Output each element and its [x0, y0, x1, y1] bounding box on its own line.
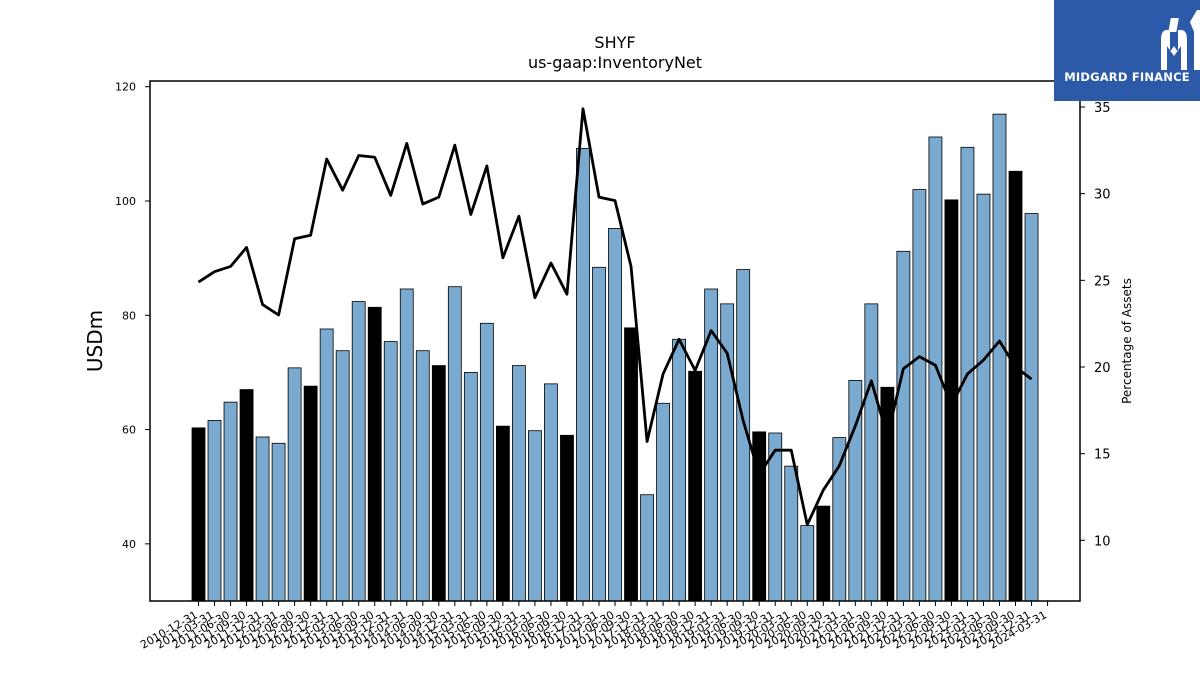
bar	[576, 148, 590, 602]
bar	[207, 420, 222, 602]
bar	[624, 327, 638, 602]
bar	[303, 385, 318, 602]
bar	[287, 367, 302, 602]
bar	[479, 322, 494, 602]
bar	[800, 525, 815, 602]
bar	[415, 350, 430, 602]
y-axis-right: 10 15 20 25 30 35	[1080, 101, 1111, 549]
chart-subtitle: us-gaap:InventoryNet	[528, 53, 702, 72]
bar	[383, 341, 398, 602]
bar	[560, 434, 574, 602]
y-tick-label: 100	[115, 195, 136, 208]
bar	[688, 370, 703, 602]
bar	[271, 442, 286, 602]
bar	[431, 365, 446, 602]
y2-axis-label: Percentage of Assets	[1120, 278, 1134, 404]
bar	[944, 199, 959, 602]
bar	[319, 328, 334, 602]
bar-series	[191, 113, 1039, 602]
bar	[672, 338, 686, 602]
bar	[640, 494, 654, 602]
bar	[399, 288, 414, 602]
y2-tick-label: 25	[1094, 274, 1111, 289]
y-axis-label: USDm	[83, 310, 107, 372]
bar	[239, 389, 254, 602]
bar	[463, 372, 478, 602]
bar	[912, 189, 927, 602]
bar	[896, 250, 911, 602]
y2-tick-label: 35	[1094, 101, 1111, 116]
brand-name: MIDGARD FINANCE	[1064, 70, 1190, 84]
bar	[976, 193, 991, 602]
y-tick-label: 60	[122, 424, 136, 437]
bar	[1024, 213, 1039, 602]
percentage-line	[197, 107, 1033, 527]
bar	[816, 505, 831, 602]
y-tick-label: 120	[115, 81, 136, 94]
bar	[512, 365, 526, 602]
bar	[592, 266, 606, 602]
y-tick-label: 40	[122, 538, 136, 551]
line-series	[197, 107, 1033, 527]
bar	[608, 228, 622, 602]
bar	[367, 306, 382, 602]
bar	[992, 113, 1007, 602]
bar	[255, 436, 270, 602]
bar	[1008, 170, 1023, 602]
chart-title: SHYF	[594, 33, 635, 52]
bar	[191, 427, 206, 602]
bar	[864, 303, 879, 602]
y2-tick-label: 10	[1094, 534, 1111, 549]
y2-tick-label: 20	[1094, 361, 1111, 376]
bar	[656, 402, 670, 602]
bar	[528, 430, 542, 602]
y-tick-label: 80	[122, 309, 136, 322]
y-axis-left: 40 60 80 100 120	[115, 81, 150, 551]
bar	[784, 465, 799, 602]
bar	[351, 301, 366, 602]
bar	[495, 425, 510, 602]
x-axis: 2010-12-312011-03-312011-06-302011-09-30…	[138, 601, 1049, 652]
bar	[223, 401, 238, 602]
y2-tick-label: 30	[1094, 188, 1111, 203]
midgard-logo-icon	[1161, 10, 1200, 70]
brand-logo: MIDGARD FINANCE	[1054, 0, 1200, 101]
bar	[544, 383, 558, 602]
y2-tick-label: 15	[1094, 448, 1111, 463]
bar	[447, 286, 462, 602]
bar	[335, 350, 350, 602]
